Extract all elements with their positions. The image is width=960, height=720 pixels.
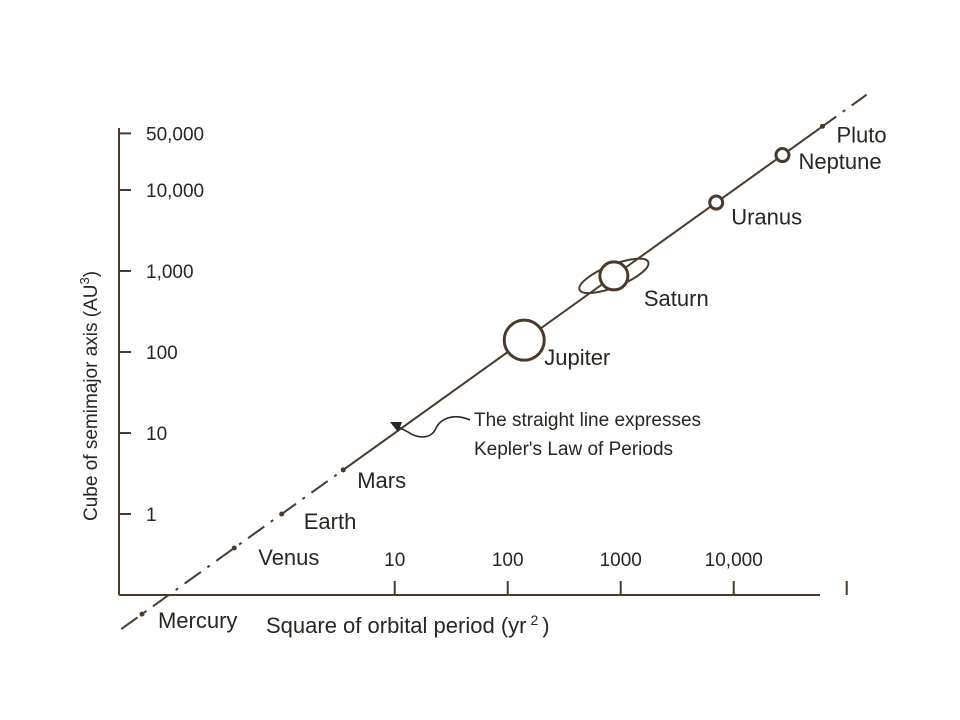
jupiter-point bbox=[502, 318, 546, 362]
neptune-label: Neptune bbox=[798, 149, 881, 174]
saturn-body bbox=[598, 260, 630, 292]
fit-line-dashed-top bbox=[819, 93, 868, 129]
venus-label: Venus bbox=[258, 545, 319, 570]
planet-points bbox=[139, 123, 825, 617]
pluto-point bbox=[819, 123, 825, 129]
axes bbox=[118, 128, 820, 596]
mars-point bbox=[340, 467, 346, 473]
x-axis-label: Square of orbital period (yr 2) bbox=[266, 612, 550, 638]
mercury-point bbox=[139, 611, 145, 617]
annotation: The straight line expresses Kepler's Law… bbox=[390, 410, 701, 460]
mercury-label: Mercury bbox=[158, 608, 237, 633]
x-tick-label: 10 bbox=[384, 550, 405, 571]
y-axis-label: Cube of semimajor axis (AU3) bbox=[77, 271, 102, 521]
annotation-line-2: Kepler's Law of Periods bbox=[474, 439, 673, 460]
x-tick-label: 1000 bbox=[600, 550, 642, 571]
earth-label: Earth bbox=[304, 509, 357, 534]
x-axis-label-close: ) bbox=[542, 613, 549, 638]
earth-point bbox=[279, 511, 285, 517]
y-tick-label: 1,000 bbox=[146, 262, 194, 283]
x-axis-label-exponent: 2 bbox=[530, 612, 538, 628]
annotation-arrow bbox=[392, 415, 471, 438]
venus-point bbox=[231, 545, 237, 551]
mars-label: Mars bbox=[357, 468, 406, 493]
annotation-line-1: The straight line expresses bbox=[474, 410, 701, 431]
neptune-point bbox=[774, 147, 791, 164]
uranus-point bbox=[708, 194, 725, 211]
annotation-arrowhead bbox=[390, 422, 402, 432]
pluto-label: Pluto bbox=[836, 122, 886, 147]
jupiter-label: Jupiter bbox=[544, 345, 610, 370]
y-tick-label: 50,000 bbox=[146, 124, 204, 145]
y-tick-label: 10 bbox=[146, 424, 167, 445]
uranus-label: Uranus bbox=[731, 205, 802, 230]
y-tick-label: 100 bbox=[146, 343, 178, 364]
fit-line bbox=[342, 127, 821, 471]
saturn-label: Saturn bbox=[644, 286, 709, 311]
y-tick-label: 10,000 bbox=[146, 181, 204, 202]
x-tick-label: 10,000 bbox=[705, 550, 763, 571]
x-tick-label: 100 bbox=[492, 550, 524, 571]
y-tick-label: 1 bbox=[146, 505, 157, 526]
saturn-point bbox=[578, 257, 650, 295]
ticks: 1 10 100 1,000 10,000 50,000 10 100 1000 10,000 bbox=[119, 124, 848, 595]
y-axis-label-exponent: 3 bbox=[77, 277, 92, 284]
y-axis-label-close: ) bbox=[81, 271, 102, 277]
